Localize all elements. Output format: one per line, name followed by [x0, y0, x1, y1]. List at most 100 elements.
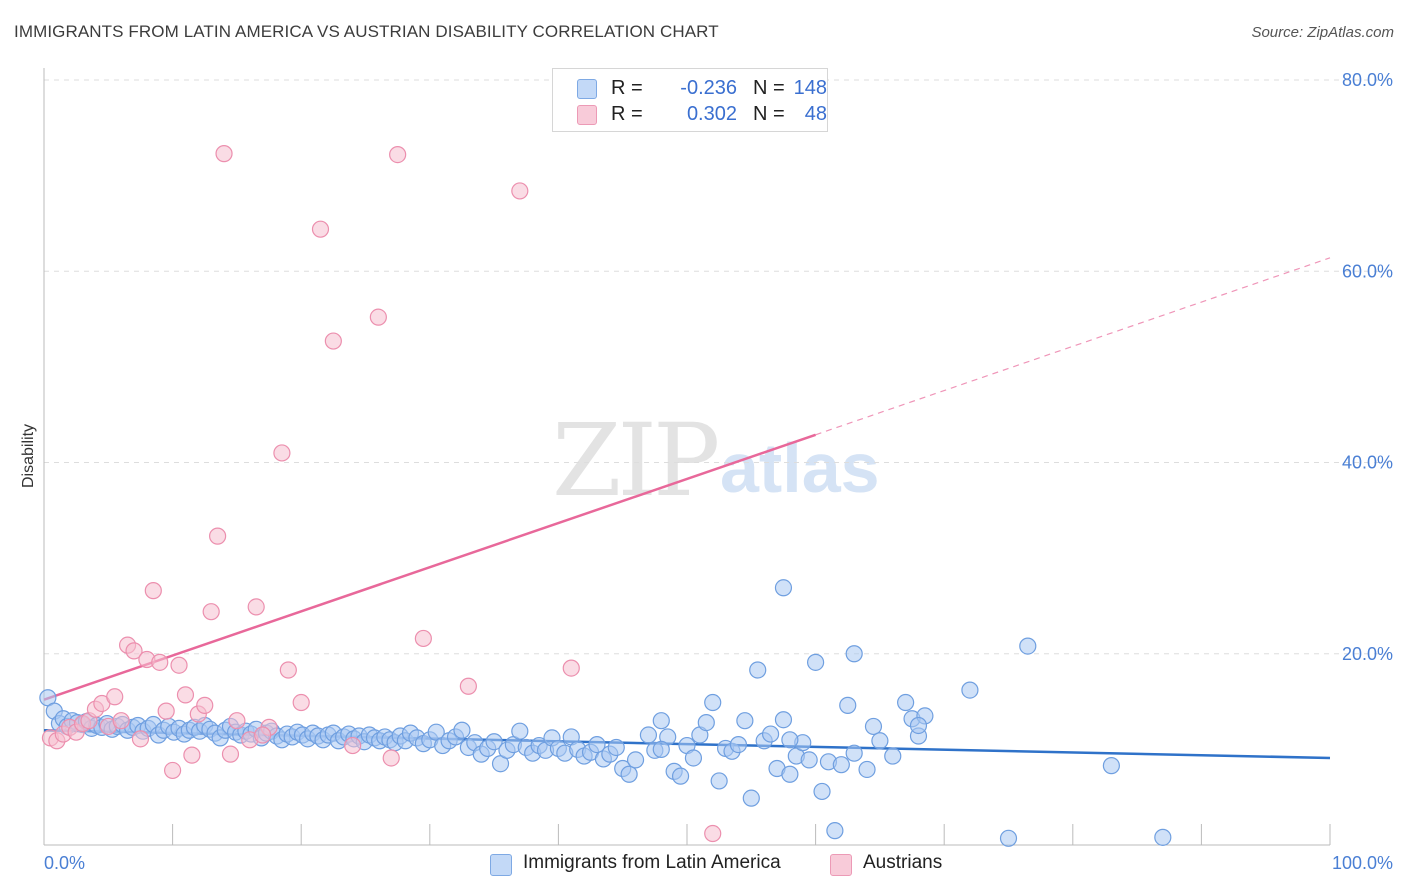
legend-swatch-pink: [577, 105, 597, 125]
point-austrians: [344, 736, 362, 755]
point-austrians: [254, 726, 272, 744]
y-axis-title: Disability: [20, 424, 37, 488]
legend-r-value: -0.236: [680, 77, 737, 99]
point-latin-america: [897, 693, 915, 712]
point-latin-america: [1019, 637, 1037, 655]
point-latin-america: [749, 661, 767, 679]
point-austrians: [369, 308, 387, 326]
point-austrians: [151, 653, 169, 671]
point-austrians: [112, 712, 130, 730]
point-austrians: [382, 749, 400, 767]
trend-line-austrians: [43, 433, 817, 701]
point-latin-america: [453, 721, 471, 739]
point-latin-america: [511, 722, 529, 740]
point-austrians: [125, 642, 143, 660]
point-latin-america: [826, 822, 844, 840]
point-austrians: [273, 444, 291, 462]
point-latin-america: [781, 731, 799, 749]
point-latin-america: [806, 653, 825, 671]
point-latin-america: [736, 712, 754, 730]
point-austrians: [170, 656, 188, 674]
point-latin-america: [639, 726, 658, 744]
point-latin-america: [800, 751, 818, 769]
point-austrians: [292, 693, 310, 712]
point-latin-america: [729, 735, 748, 754]
point-latin-america: [845, 645, 863, 663]
point-latin-america: [961, 681, 979, 699]
point-latin-america: [742, 789, 760, 807]
series-austrians-points: [41, 145, 722, 843]
trend-lines: [43, 257, 1331, 760]
correlation-legend: R = -0.236 N = 148 R = 0.302 N = 48: [552, 68, 828, 132]
point-austrians: [389, 145, 407, 164]
source-label: Source: ZipAtlas.com: [1251, 24, 1394, 41]
legend-swatch-pink: [830, 854, 852, 876]
y-tick-label: 20.0%: [1342, 644, 1393, 664]
point-latin-america: [607, 738, 625, 757]
point-latin-america: [999, 829, 1018, 847]
point-latin-america: [781, 765, 799, 783]
point-latin-america: [684, 749, 703, 767]
y-tick-label: 40.0%: [1342, 453, 1393, 473]
legend-r-value: 0.302: [686, 103, 737, 125]
point-latin-america: [704, 693, 722, 712]
point-latin-america: [671, 767, 690, 785]
point-austrians: [562, 659, 580, 677]
point-austrians: [183, 746, 201, 764]
legend-n-value: 148: [793, 77, 827, 99]
legend-swatch-blue: [577, 79, 597, 99]
point-latin-america: [697, 713, 715, 732]
legend-swatch-blue: [490, 854, 512, 876]
x-tick-label: 100.0%: [1332, 853, 1393, 873]
point-austrians: [511, 182, 529, 200]
point-latin-america: [620, 765, 638, 783]
watermark-zip: ZIP: [552, 402, 720, 519]
point-austrians: [209, 527, 227, 545]
legend-label-latin-america: Immigrants from Latin America: [523, 852, 781, 873]
x-tick-label: 0.0%: [44, 853, 85, 873]
point-austrians: [414, 629, 432, 648]
point-latin-america: [909, 716, 928, 735]
point-latin-america: [774, 579, 793, 597]
watermark-atlas: atlas: [720, 429, 880, 507]
point-austrians: [324, 332, 342, 350]
point-austrians: [221, 745, 240, 763]
trend-line-austrians-extension: [815, 257, 1331, 436]
point-austrians: [131, 730, 150, 748]
point-austrians: [247, 598, 265, 616]
point-latin-america: [845, 744, 863, 762]
point-austrians: [215, 145, 233, 163]
point-latin-america: [864, 717, 883, 736]
point-austrians: [279, 661, 297, 679]
point-austrians: [228, 712, 246, 730]
point-latin-america: [839, 696, 857, 714]
legend-r-label: R =: [611, 77, 643, 99]
point-austrians: [704, 824, 722, 843]
point-latin-america: [1154, 828, 1172, 846]
point-austrians: [196, 696, 214, 714]
legend-r-label: R =: [611, 103, 643, 125]
point-austrians: [311, 220, 330, 238]
legend-n-value: 48: [804, 103, 827, 125]
y-tick-label: 60.0%: [1342, 261, 1393, 281]
y-tick-label: 80.0%: [1342, 70, 1393, 90]
point-austrians: [164, 761, 182, 780]
point-latin-america: [652, 712, 670, 730]
point-austrians: [144, 582, 162, 600]
point-latin-america: [1102, 757, 1120, 775]
point-latin-america: [774, 711, 793, 729]
point-austrians: [459, 677, 477, 695]
legend-label-austrians: Austrians: [863, 852, 943, 873]
point-latin-america: [626, 751, 645, 769]
point-austrians: [176, 686, 195, 704]
point-latin-america: [710, 772, 728, 790]
point-latin-america: [832, 756, 850, 774]
point-latin-america: [652, 740, 670, 758]
point-latin-america: [813, 782, 831, 801]
point-latin-america: [588, 735, 606, 754]
point-latin-america: [858, 760, 876, 779]
point-austrians: [157, 702, 175, 720]
point-latin-america: [761, 725, 780, 743]
axes: [43, 68, 1331, 846]
